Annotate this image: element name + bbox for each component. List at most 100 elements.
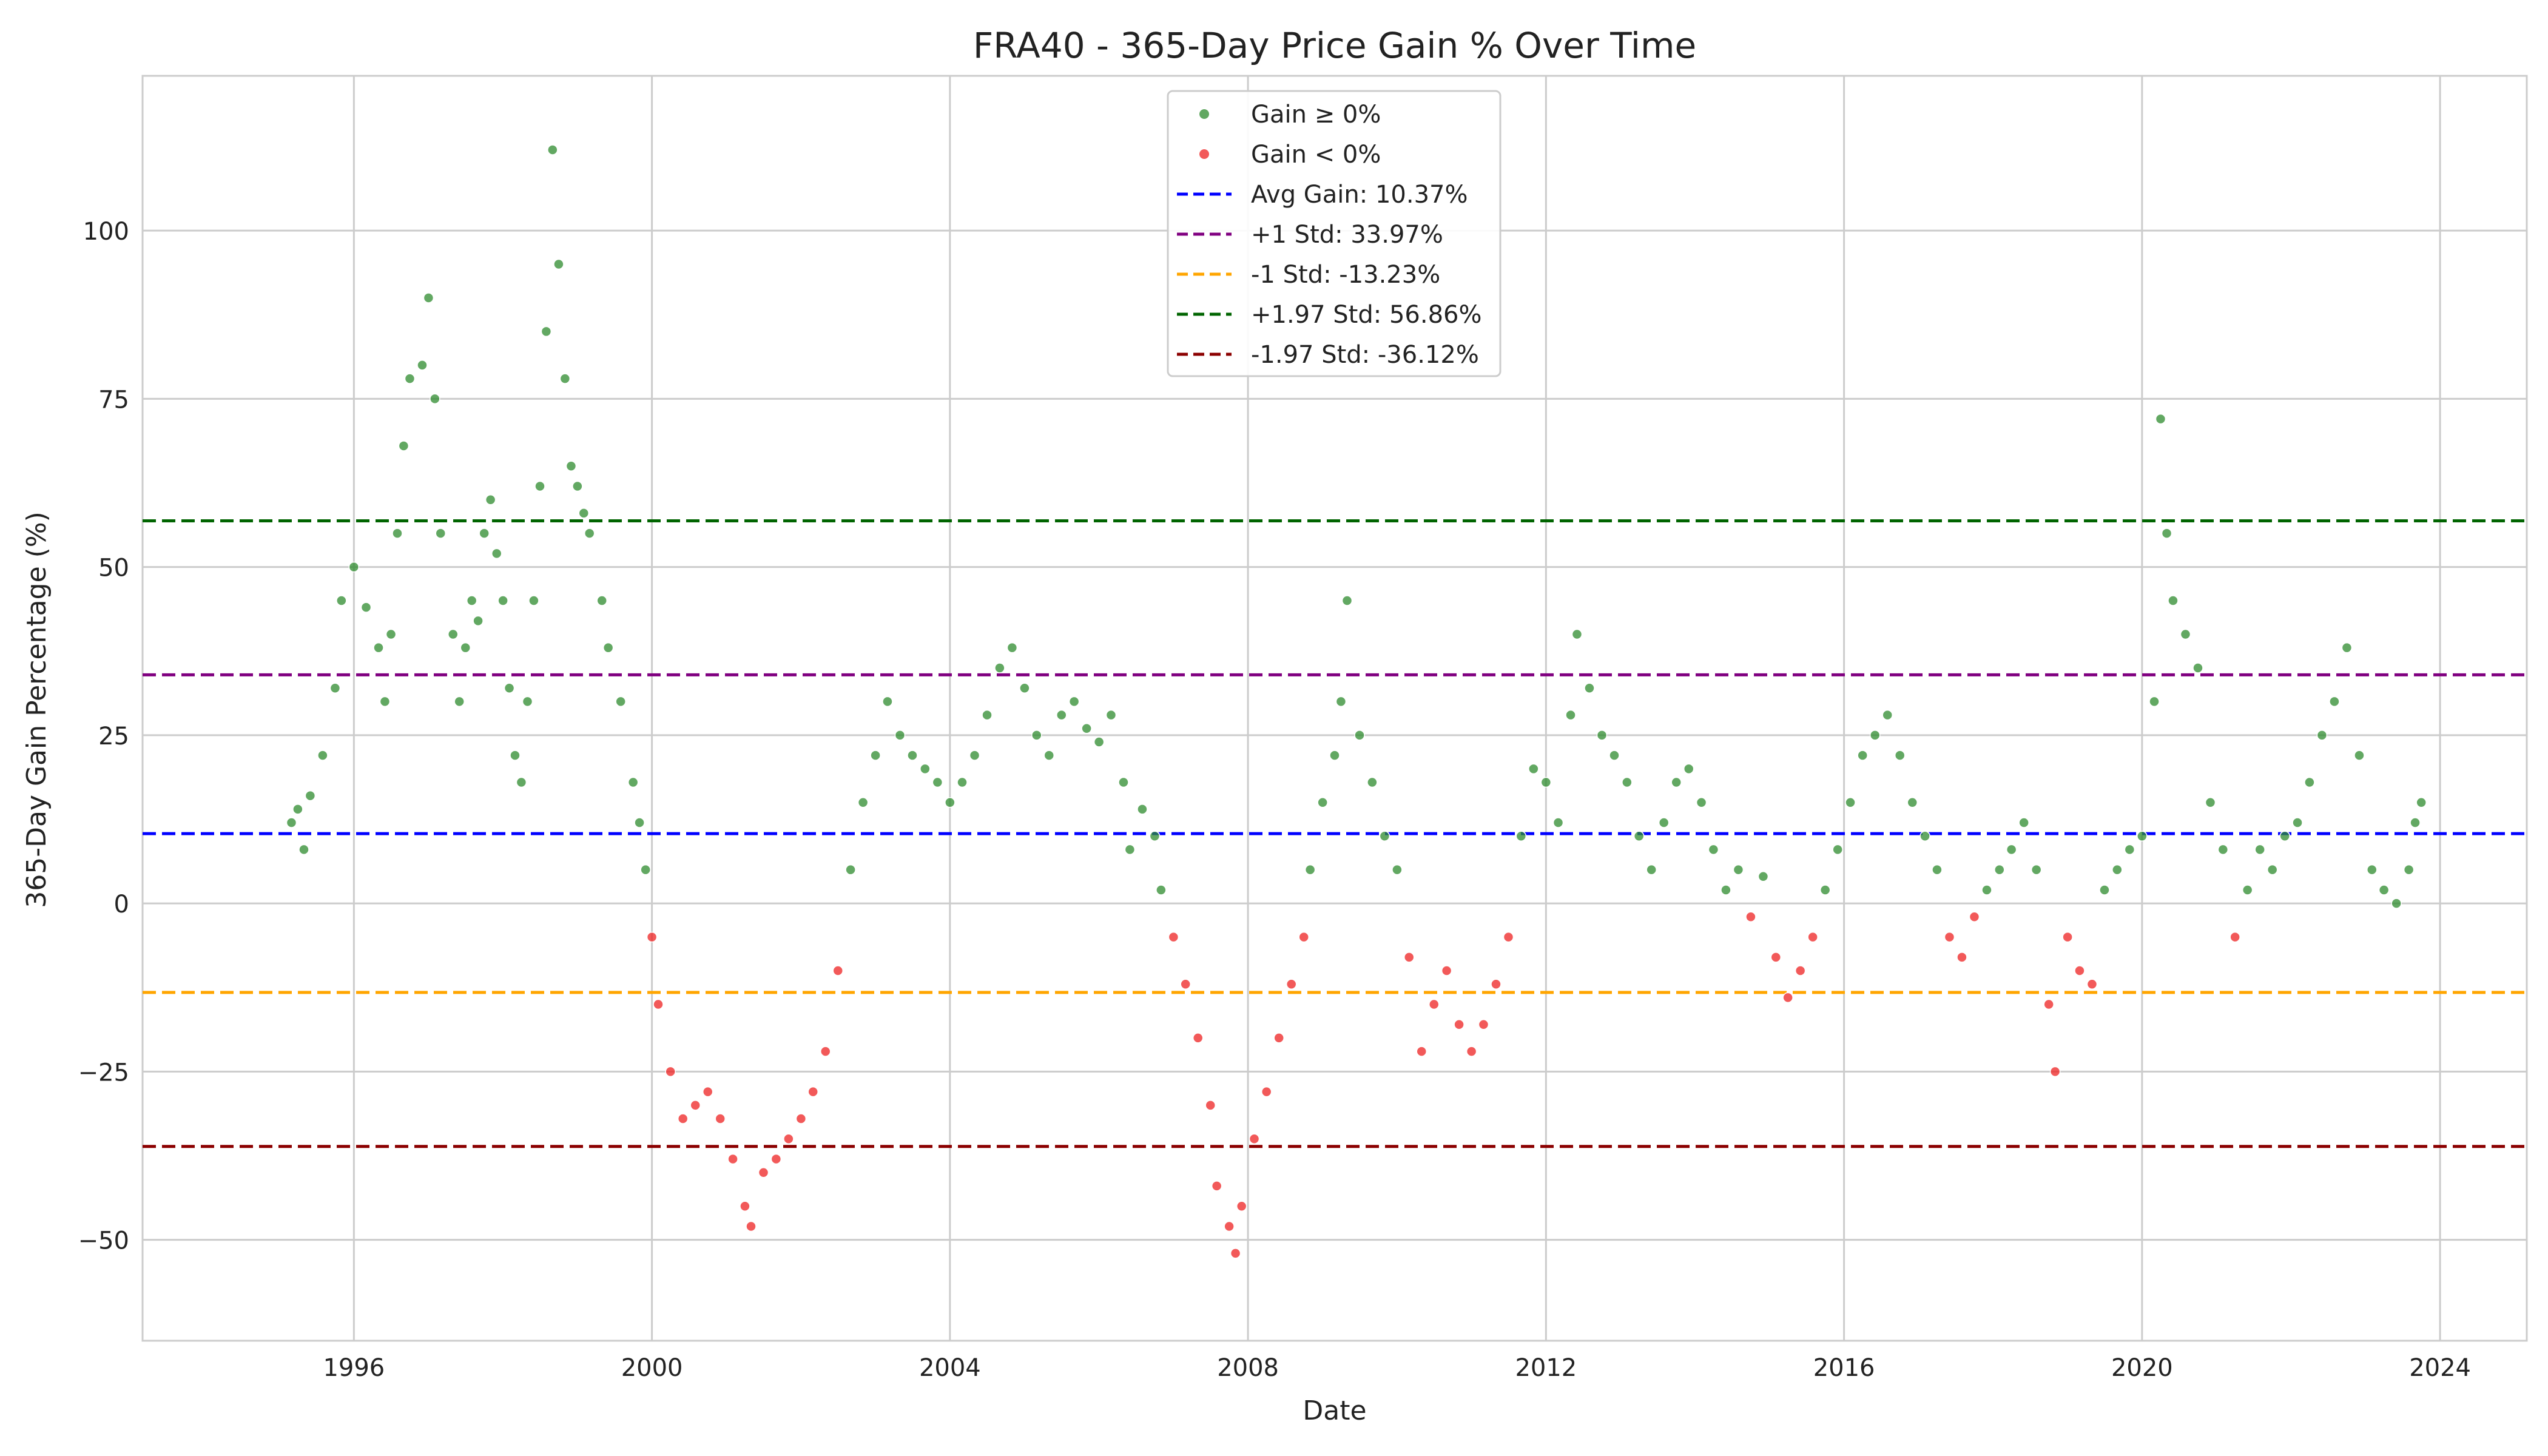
- data-point: [857, 797, 869, 808]
- data-point: [1230, 1248, 1241, 1259]
- data-point: [1304, 864, 1316, 875]
- data-point: [1552, 817, 1564, 828]
- data-point: [559, 373, 571, 384]
- chart-title: FRA40 - 365-Day Price Gain % Over Time: [973, 25, 1696, 66]
- data-point: [1043, 750, 1055, 761]
- data-point: [373, 642, 384, 653]
- data-point: [1622, 777, 1633, 788]
- data-point: [2378, 885, 2390, 895]
- y-tick-label: −50: [78, 1227, 129, 1255]
- data-point: [1341, 595, 1353, 606]
- data-point: [2416, 797, 2427, 808]
- data-point: [1286, 979, 1297, 989]
- data-point: [882, 696, 893, 707]
- data-point: [770, 1153, 782, 1165]
- y-tick-label: 25: [98, 723, 129, 750]
- data-point: [1124, 844, 1136, 855]
- data-point: [1335, 696, 1347, 707]
- data-point: [504, 682, 515, 693]
- data-point: [1168, 931, 1179, 943]
- data-point: [727, 1153, 738, 1165]
- data-point: [479, 528, 490, 539]
- data-point: [1392, 864, 1403, 875]
- data-point: [702, 1086, 713, 1097]
- data-point: [435, 528, 446, 539]
- data-point: [1192, 1033, 1204, 1043]
- data-point: [646, 931, 658, 943]
- data-point: [565, 460, 577, 471]
- data-point: [1584, 682, 1595, 693]
- data-point: [2155, 413, 2166, 425]
- data-point: [2043, 999, 2054, 1010]
- data-point: [1994, 864, 2005, 875]
- data-point: [1006, 642, 1018, 653]
- data-point: [1367, 777, 1378, 788]
- data-point: [1596, 730, 1608, 741]
- data-point: [907, 750, 918, 761]
- data-point: [2217, 844, 2229, 855]
- data-point: [1105, 709, 1117, 721]
- data-point: [1441, 965, 1452, 976]
- legend-label: -1 Std: -13.23%: [1251, 261, 1440, 289]
- data-point: [1696, 797, 1707, 808]
- data-point: [602, 642, 614, 653]
- data-point: [677, 1113, 689, 1124]
- data-point: [640, 864, 651, 875]
- data-point: [1683, 763, 1694, 775]
- data-point: [690, 1100, 701, 1111]
- data-point: [1633, 831, 1645, 841]
- data-point: [932, 777, 943, 788]
- data-point: [572, 480, 583, 492]
- data-point: [466, 595, 477, 606]
- data-point: [1571, 629, 1583, 640]
- data-point: [2124, 844, 2135, 855]
- data-point: [1211, 1181, 1222, 1191]
- data-point: [1491, 979, 1502, 989]
- data-point: [2006, 844, 2017, 855]
- x-axis-label: Date: [1303, 1395, 1366, 1426]
- data-point: [715, 1113, 726, 1124]
- data-point: [746, 1221, 757, 1232]
- data-point: [553, 258, 564, 270]
- data-point: [1528, 763, 1539, 775]
- data-point: [448, 629, 459, 640]
- x-tick-label: 2020: [2111, 1354, 2173, 1382]
- x-tick-label: 1996: [323, 1354, 385, 1382]
- data-point: [584, 528, 595, 539]
- data-point: [1093, 736, 1105, 747]
- data-point: [336, 595, 347, 606]
- data-point: [1869, 730, 1881, 741]
- data-point: [2074, 965, 2085, 976]
- data-point: [1807, 931, 1818, 943]
- x-tick-labels: 1996 2000 2004 2008 2012 2016 2020 2024: [323, 1354, 2471, 1382]
- data-point: [627, 777, 639, 788]
- data-point: [1329, 750, 1340, 761]
- data-point: [1609, 750, 1620, 761]
- data-point: [1969, 911, 1980, 923]
- data-point: [1708, 844, 1719, 855]
- data-point: [2062, 931, 2073, 943]
- data-point: [317, 750, 328, 761]
- data-point: [1565, 709, 1576, 721]
- data-point: [596, 595, 607, 606]
- data-point: [286, 817, 297, 828]
- data-point: [2341, 642, 2353, 653]
- data-point: [740, 1201, 750, 1212]
- data-point: [348, 561, 360, 573]
- data-point: [510, 750, 521, 761]
- data-point: [1354, 730, 1365, 741]
- data-point: [1236, 1201, 1247, 1212]
- data-point: [2403, 864, 2415, 875]
- data-point: [1981, 885, 1992, 895]
- data-point: [1261, 1086, 1272, 1097]
- y-axis-label: 365-Day Gain Percentage (%): [21, 511, 52, 908]
- data-point: [665, 1066, 676, 1077]
- data-point: [1466, 1046, 1477, 1057]
- data-point: [305, 790, 316, 801]
- data-point: [1403, 952, 1415, 963]
- data-point: [1205, 1100, 1216, 1111]
- y-tick-labels: −50 −25 0 25 50 75 100: [78, 218, 129, 1255]
- data-point: [1832, 844, 1843, 855]
- legend-label: Avg Gain: 10.37%: [1251, 181, 1468, 209]
- data-point: [1429, 999, 1440, 1010]
